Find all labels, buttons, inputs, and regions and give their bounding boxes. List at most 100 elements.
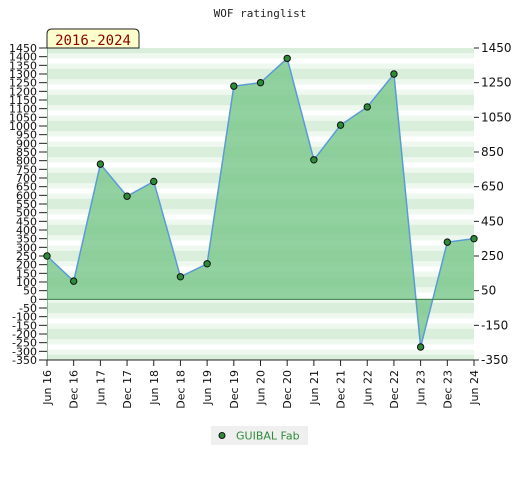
x-tick-label: Jun 23 [415,370,428,406]
background-band [47,334,474,340]
y-tick-right-label: 850 [481,145,504,159]
data-point[interactable] [203,260,211,268]
data-point[interactable] [176,273,185,281]
y-tick-left-label: 1300 [9,68,37,81]
y-tick-right-label: -150 [481,318,508,332]
legend-marker-icon [218,432,226,439]
y-tick-left-label: 800 [16,155,37,168]
y-tick-left-label: 600 [16,189,37,202]
x-tick-label: Jun 20 [255,370,268,406]
y-tick-left-label: 550 [16,198,37,211]
y-tick-left-label: 100 [16,276,37,289]
data-point[interactable] [69,277,78,285]
data-point[interactable] [123,192,131,200]
y-tick-left-label: 950 [16,129,37,142]
data-point[interactable] [363,103,371,111]
x-tick-label: Jun 21 [308,370,321,406]
y-tick-left-label: -200 [12,328,37,341]
background-band [47,58,474,64]
legend-box [211,426,308,445]
period-badge: 2016-2024 [46,28,140,49]
data-point[interactable] [336,121,345,129]
data-markers [43,54,478,351]
y-tick-left-label: 1250 [9,77,37,90]
chart-title: WOF ratinglist [214,7,307,20]
x-axis: Jun 16 Dec 16 Jun 17 Dec 17 Jun 18 Dec 18 Jun … [41,359,481,409]
y-tick-left-label: 1000 [9,120,37,133]
x-tick-label: Dec 20 [281,370,294,409]
y-tick-left-label: 1350 [9,59,37,72]
x-tick-label: Dec 17 [121,370,134,409]
period-badge-text: 2016-2024 [55,33,131,49]
background-band [47,339,474,345]
x-tick-label: Jun 24 [468,370,481,406]
y-tick-left-label: 1200 [9,85,37,98]
x-tick-label: Jun 16 [41,370,54,406]
background-band [47,48,474,54]
x-tick-label: Jun 18 [148,370,161,406]
y-tick-left-label: 900 [16,137,37,150]
background-band [47,354,474,361]
legend-label: GUIBAL Fab [236,430,300,443]
y-tick-left-label: -350 [12,354,37,367]
data-point[interactable] [150,177,158,186]
y-tick-left-label: -300 [12,345,37,358]
background-band [47,344,474,350]
y-axis-left: -350-300-250-200-150-100-500501001502002… [9,42,47,367]
x-tick-label: Dec 19 [228,370,241,409]
series-area [47,58,474,348]
y-tick-left-label: 1400 [9,51,37,64]
y-tick-left-label: 200 [16,259,37,272]
data-point[interactable] [43,252,51,260]
y-tick-left-label: 1450 [9,42,37,55]
y-tick-left-label: 650 [16,181,37,194]
y-tick-right-label: 1050 [481,110,512,124]
background-band [47,323,474,330]
data-point[interactable] [230,82,238,90]
y-tick-left-label: 50 [23,285,37,298]
background-band [47,297,474,304]
background-band [47,302,474,309]
background-band [47,313,474,319]
y-tick-left-label: 1100 [9,103,37,116]
data-point[interactable] [443,238,452,246]
x-tick-label: Dec 22 [388,370,401,409]
y-tick-left-label: -150 [12,319,37,332]
data-point[interactable] [470,234,478,243]
background-band [47,63,474,70]
y-tick-right-label: 450 [481,214,504,228]
legend[interactable]: GUIBAL Fab [211,426,308,445]
data-point[interactable] [256,78,265,87]
y-tick-left-label: 700 [16,172,37,185]
x-tick-label: Dec 16 [68,370,81,409]
y-tick-left-label: -50 [19,302,37,315]
x-tick-label: Jun 22 [361,370,374,406]
y-tick-left-label: 450 [16,215,37,228]
x-tick-label: Dec 23 [441,370,454,409]
y-tick-right-label: 650 [481,180,504,194]
y-tick-left-label: 250 [16,250,37,263]
data-point[interactable] [310,156,318,164]
background-band [47,328,474,335]
data-point[interactable] [416,343,425,351]
x-tick-label: Jun 17 [94,370,107,406]
data-point[interactable] [96,160,105,168]
data-point[interactable] [283,54,291,63]
y-tick-left-label: 850 [16,146,37,159]
y-tick-left-label: 750 [16,163,37,176]
x-tick-label: Dec 18 [174,370,187,409]
y-tick-right-label: 50 [481,284,496,298]
x-tick-label: Dec 21 [335,370,348,409]
data-point[interactable] [390,70,398,78]
x-tick-label: Jun 19 [201,370,214,406]
y-tick-left-label: -250 [12,337,37,350]
y-tick-left-label: 150 [16,267,37,280]
y-tick-right-label: -350 [481,353,508,367]
y-axis-right: -350 -150 50 250 450 650 850 1050 1250 1450 [474,41,512,367]
y-tick-left-label: -100 [12,311,37,324]
background-band [47,68,474,75]
period-badge-frame [46,28,140,49]
y-tick-right-label: 1250 [481,76,512,90]
